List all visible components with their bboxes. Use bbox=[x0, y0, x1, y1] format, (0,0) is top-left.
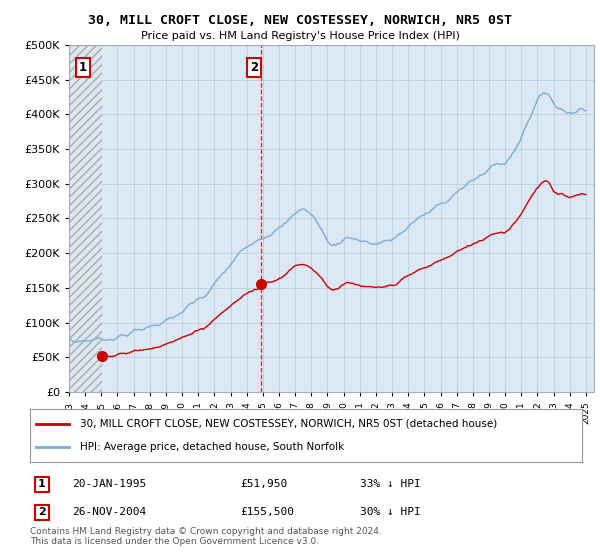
Text: 30, MILL CROFT CLOSE, NEW COSTESSEY, NORWICH, NR5 0ST (detached house): 30, MILL CROFT CLOSE, NEW COSTESSEY, NOR… bbox=[80, 419, 497, 429]
Text: £155,500: £155,500 bbox=[240, 507, 294, 517]
Text: 2: 2 bbox=[250, 61, 258, 74]
Text: Price paid vs. HM Land Registry's House Price Index (HPI): Price paid vs. HM Land Registry's House … bbox=[140, 31, 460, 41]
Bar bbox=[69, 45, 102, 392]
Text: 20-JAN-1995: 20-JAN-1995 bbox=[72, 479, 146, 489]
Text: 30, MILL CROFT CLOSE, NEW COSTESSEY, NORWICH, NR5 0ST: 30, MILL CROFT CLOSE, NEW COSTESSEY, NOR… bbox=[88, 14, 512, 27]
Text: £51,950: £51,950 bbox=[240, 479, 287, 489]
Text: 26-NOV-2004: 26-NOV-2004 bbox=[72, 507, 146, 517]
Text: 1: 1 bbox=[38, 479, 46, 489]
Text: 33% ↓ HPI: 33% ↓ HPI bbox=[360, 479, 421, 489]
Text: HPI: Average price, detached house, South Norfolk: HPI: Average price, detached house, Sout… bbox=[80, 442, 344, 452]
Text: 1: 1 bbox=[79, 61, 87, 74]
Text: Contains HM Land Registry data © Crown copyright and database right 2024.
This d: Contains HM Land Registry data © Crown c… bbox=[30, 526, 382, 546]
Text: 30% ↓ HPI: 30% ↓ HPI bbox=[360, 507, 421, 517]
Text: 2: 2 bbox=[38, 507, 46, 517]
